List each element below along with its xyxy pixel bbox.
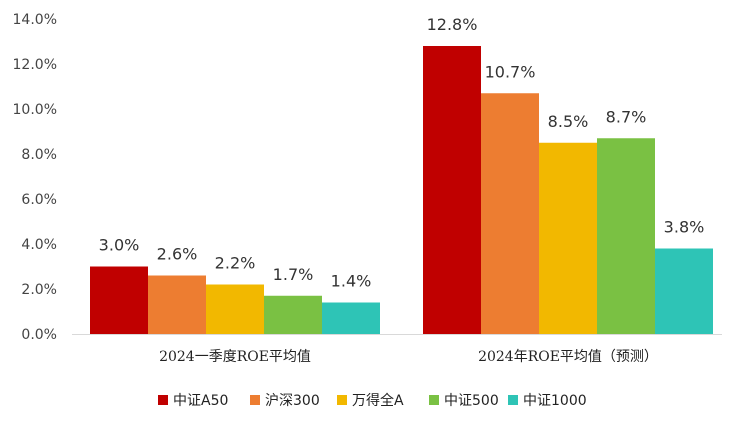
bar-中证A50-1 xyxy=(423,46,481,334)
bar-万得全A-0 xyxy=(206,284,264,334)
data-label: 1.4% xyxy=(331,272,372,291)
data-label: 2.6% xyxy=(157,245,198,264)
y-tick-label: 12.0% xyxy=(13,57,57,73)
legend-swatch xyxy=(337,395,347,405)
legend: 中证A50 沪深300 万得全A 中证500 中证1000 xyxy=(158,392,587,409)
data-label: 12.8% xyxy=(427,15,478,34)
y-tick-label: 4.0% xyxy=(21,237,57,253)
legend-label: 沪深300 xyxy=(265,393,320,409)
legend-swatch xyxy=(429,395,439,405)
legend-label: 中证A50 xyxy=(173,393,228,409)
y-tick-label: 8.0% xyxy=(21,147,57,163)
bar-万得全A-1 xyxy=(539,142,597,334)
data-label: 3.0% xyxy=(99,236,140,255)
legend-swatch xyxy=(508,395,518,405)
legend-label: 中证500 xyxy=(444,393,499,409)
y-tick-label: 2.0% xyxy=(21,282,57,298)
bar-中证A50-0 xyxy=(90,266,148,334)
y-axis: 0.0% 2.0% 4.0% 6.0% 8.0% 10.0% 12.0% 14.0% xyxy=(13,12,57,343)
legend-swatch xyxy=(250,395,260,405)
legend-swatch xyxy=(158,395,168,405)
y-tick-label: 0.0% xyxy=(21,327,57,343)
data-label: 10.7% xyxy=(485,62,536,81)
x-axis: 2024一季度ROE平均值 2024年ROE平均值（预测） xyxy=(72,334,722,365)
category-label: 2024年ROE平均值（预测） xyxy=(478,349,658,365)
bar-中证1000-1 xyxy=(655,248,713,334)
legend-label: 中证1000 xyxy=(523,393,587,409)
data-label: 8.7% xyxy=(606,107,647,126)
y-tick-label: 14.0% xyxy=(13,12,57,28)
bar-中证500-0 xyxy=(264,295,322,334)
data-label: 2.2% xyxy=(215,254,256,273)
data-label: 1.7% xyxy=(273,265,314,284)
bar-中证1000-0 xyxy=(322,302,380,334)
data-label: 3.8% xyxy=(664,218,705,237)
data-label: 8.5% xyxy=(548,112,589,131)
y-tick-label: 6.0% xyxy=(21,192,57,208)
legend-label: 万得全A xyxy=(352,392,404,409)
y-tick-label: 10.0% xyxy=(13,102,57,118)
bars: 3.0% 2.6% 2.2% 1.7% 1.4% 12.8% 10.7% 8.5% 8.7% 3.… xyxy=(90,15,713,334)
bar-中证500-1 xyxy=(597,138,655,334)
bar-沪深300-1 xyxy=(481,93,539,334)
bar-沪深300-0 xyxy=(148,275,206,334)
category-label: 2024一季度ROE平均值 xyxy=(159,349,311,365)
